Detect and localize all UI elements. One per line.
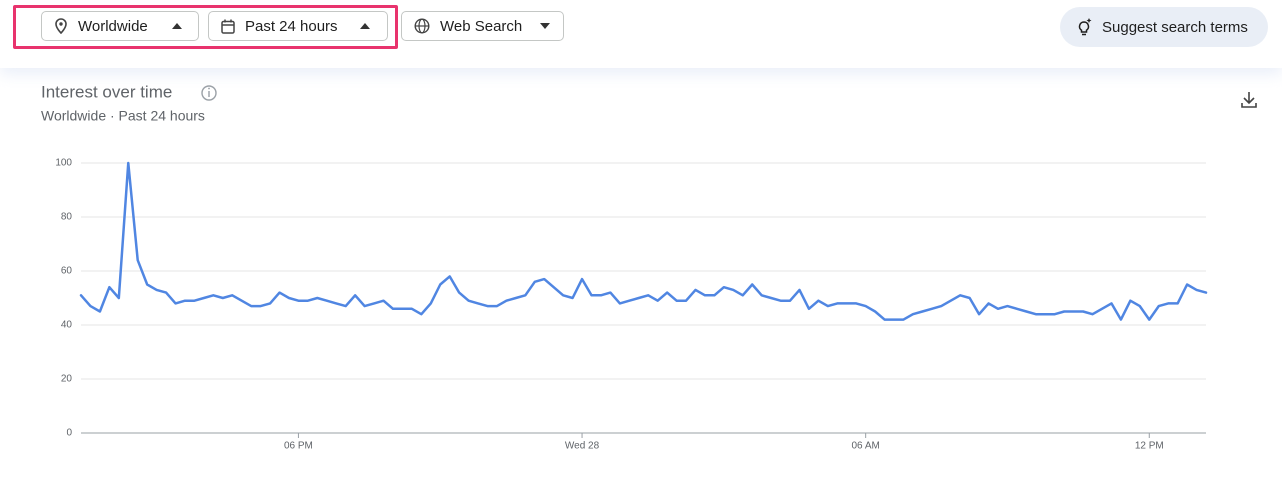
highlight-box <box>13 5 398 49</box>
y-tick-label: 20 <box>61 374 73 385</box>
search-type-label: Web Search <box>440 17 523 35</box>
arrow <box>540 23 551 29</box>
time-label: Past 24 hours <box>245 17 338 35</box>
info-icon-dot <box>208 87 210 90</box>
y-tick-label: 0 <box>66 428 72 439</box>
location-button[interactable]: Worldwide <box>41 11 199 41</box>
suggest-label: Suggest search terms <box>1102 18 1248 36</box>
arrow <box>171 23 182 29</box>
location-label: Worldwide <box>78 17 148 35</box>
x-tick-label: 06 AM <box>851 441 879 452</box>
x-tick-label: Wed 28 <box>565 441 600 452</box>
globe-icon <box>414 18 430 34</box>
y-tick-label: 40 <box>61 320 73 331</box>
arrow <box>359 23 370 29</box>
pin-icon <box>55 18 67 34</box>
info-icon[interactable] <box>201 85 217 101</box>
time-button[interactable]: Past 24 hours <box>208 11 388 41</box>
y-tick-label: 60 <box>61 266 73 277</box>
suggest-button[interactable]: Suggest search terms <box>1060 7 1268 47</box>
chart-subtitle: Worldwide · Past 24 hours <box>41 108 205 124</box>
x-tick-label: 12 PM <box>1135 441 1164 452</box>
toolbar: Worldwide Past 24 hours Web Search Sugge… <box>0 0 1282 68</box>
bulb-icon <box>1078 18 1092 36</box>
calendar-icon <box>221 19 235 34</box>
y-tick-label: 80 <box>61 212 73 223</box>
search-type-button[interactable]: Web Search <box>401 11 564 41</box>
y-tick-label: 100 <box>55 158 72 169</box>
download-icon[interactable] <box>1241 92 1257 108</box>
x-tick-label: 06 PM <box>284 441 313 452</box>
line-series <box>79 161 1208 321</box>
chart-title: Interest over time <box>41 82 172 101</box>
